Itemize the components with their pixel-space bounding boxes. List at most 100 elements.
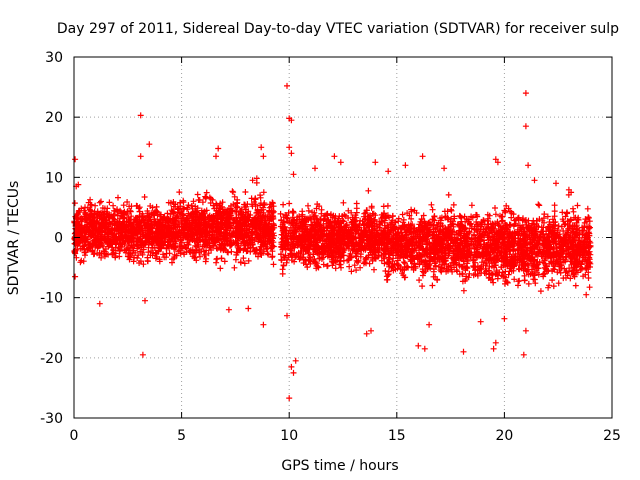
data-point-2013 [196,197,203,203]
data-point-964 [154,234,161,241]
data-point-2835 [320,250,327,257]
data-point-1802 [252,229,259,236]
data-point-816 [117,207,124,214]
data-point-1931 [181,217,188,224]
data-point-2021 [217,265,224,272]
data-point-3228 [288,251,295,258]
data-point-3101 [378,215,385,222]
data-point-2006 [222,247,229,253]
data-point-994 [146,233,153,240]
data-point-420 [105,251,112,258]
data-point-3186 [307,260,314,267]
data-point-3097 [328,211,334,218]
data-point-1029 [130,219,137,226]
data-point-1000 [108,239,115,246]
data-point-275 [134,255,141,261]
data-point-2018 [198,209,205,216]
data-point-2111 [266,237,273,244]
data-point-274 [92,202,99,209]
data-point-510 [77,259,84,266]
data-point-1397 [210,202,217,209]
data-point-3111 [340,218,347,225]
data-point-1873 [266,207,273,214]
data-point-3037 [322,247,329,254]
data-point-1948 [180,249,187,256]
data-point-2960 [305,202,311,209]
data-point-609 [140,246,147,253]
data-point-3143 [305,215,311,222]
data-point-867 [135,205,142,212]
data-point-891 [107,221,114,227]
data-point-128 [164,210,171,217]
data-point-1825 [213,245,220,252]
data-point-2072 [254,232,261,239]
data-point-3042 [297,223,304,230]
data-point-2048 [174,234,181,241]
data-point-925 [76,228,83,234]
data-point-721 [112,250,119,257]
data-point-271 [98,198,104,205]
data-point-3216 [328,241,335,248]
data-point-1913 [257,249,264,256]
data-point-1241 [229,188,236,195]
data-point-3107 [332,244,339,251]
data-point-2110 [239,214,246,221]
data-point-3233 [325,235,332,242]
data-point-1949 [248,220,255,227]
data-point-3172 [325,222,332,229]
data-point-1944 [193,208,200,215]
data-point-2901 [291,258,298,265]
data-point-1001 [147,216,154,223]
data-point-993 [120,238,127,245]
data-point-1835 [230,189,237,196]
data-point-3243 [290,216,297,223]
data-point-2029 [232,225,239,232]
data-point-712 [147,203,154,209]
data-point-2297 [280,201,287,208]
data-point-3251 [324,253,331,260]
data-point-3169 [325,244,332,251]
data-point-3208 [280,262,287,269]
data-point-3166 [360,213,367,220]
data-point-312 [130,258,137,265]
data-point-2035 [269,254,276,261]
data-point-3217 [302,235,309,242]
data-point-1947 [228,248,235,255]
data-point-3264 [282,230,289,237]
data-point-3259 [312,224,318,231]
data-point-932 [78,205,85,212]
data-point-3258 [307,235,314,242]
data-point-395 [160,251,166,258]
data-point-3015 [322,215,328,222]
data-point-3261 [363,242,370,249]
data-point-1023 [154,212,161,219]
data-points-layer [71,82,594,402]
data-point-898 [160,241,167,248]
data-point-977 [78,232,85,239]
data-point-1002 [144,212,150,219]
data-point-1006 [76,226,82,233]
data-point-2092 [263,217,270,224]
data-point-314 [141,194,148,200]
data-point-3227 [313,244,320,251]
data-point-979 [158,231,165,238]
data-point-3238 [377,239,383,246]
data-point-3129 [362,209,369,216]
data-point-973 [138,217,145,224]
data-point-1523 [270,261,277,268]
data-point-3083 [295,239,302,245]
data-point-1893 [169,243,176,250]
data-point-906 [165,239,172,246]
data-point-356 [163,250,170,257]
data-point-2008 [178,224,185,230]
data-point-3240 [282,246,289,253]
data-point-903 [131,226,138,233]
data-point-2137 [238,208,245,215]
data-point-2805 [363,254,370,261]
data-point-1116 [203,189,210,196]
data-point-988 [78,222,85,229]
data-point-851 [85,213,92,220]
data-point-841 [136,260,143,266]
data-point-2032 [243,248,250,255]
data-point-2083 [184,227,191,234]
